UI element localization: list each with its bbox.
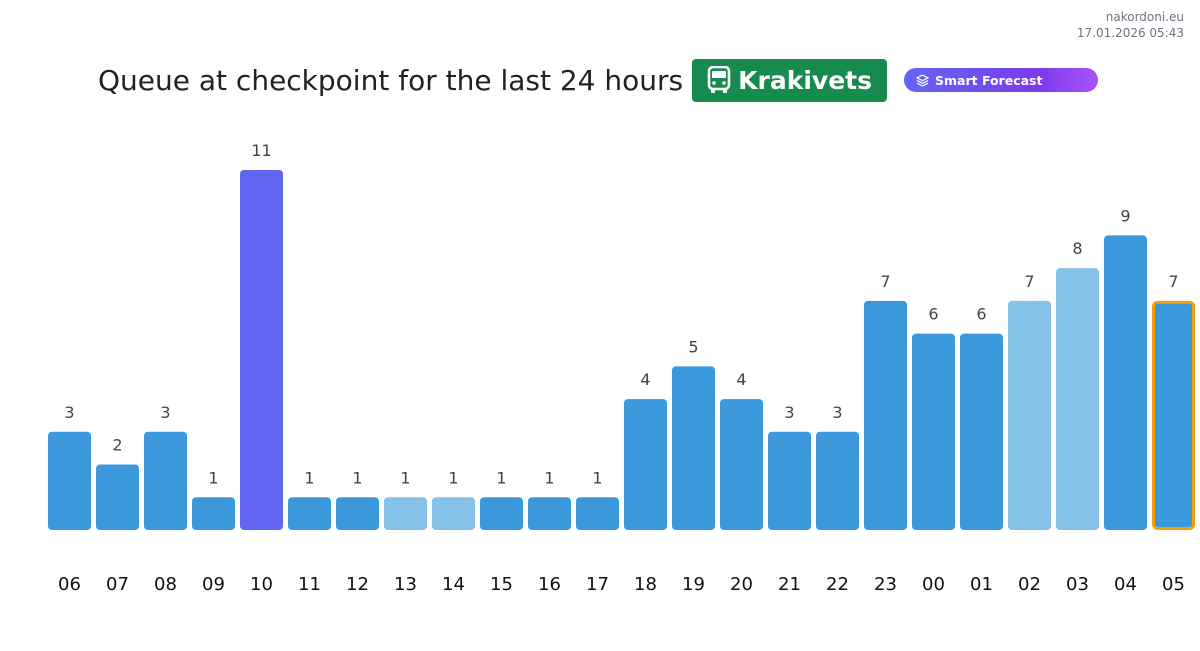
bar-12[interactable] bbox=[336, 497, 379, 530]
bar-11[interactable] bbox=[288, 497, 331, 530]
value-label: 1 bbox=[208, 468, 218, 487]
value-label: 1 bbox=[448, 468, 458, 487]
x-tick-label: 06 bbox=[58, 574, 81, 595]
value-label: 5 bbox=[688, 337, 698, 356]
x-tick-label: 16 bbox=[538, 574, 561, 595]
bar-08[interactable] bbox=[144, 431, 187, 530]
value-label: 1 bbox=[496, 468, 506, 487]
bar-20[interactable] bbox=[720, 399, 763, 530]
x-tick-label: 04 bbox=[1114, 574, 1137, 595]
bar-05[interactable] bbox=[1152, 300, 1195, 531]
value-label: 7 bbox=[1168, 272, 1178, 291]
smart-forecast-label: Smart Forecast bbox=[934, 72, 1043, 88]
value-label: 4 bbox=[640, 370, 650, 389]
value-label: 6 bbox=[928, 305, 938, 324]
x-tick-label: 12 bbox=[346, 574, 369, 595]
bar-03[interactable] bbox=[1056, 268, 1099, 530]
x-tick-label: 20 bbox=[730, 574, 753, 595]
x-tick-label: 11 bbox=[298, 574, 321, 595]
x-tick-label: 01 bbox=[970, 574, 993, 595]
x-tick-label: 17 bbox=[586, 574, 609, 595]
bar-19[interactable] bbox=[672, 366, 715, 530]
bar-21[interactable] bbox=[768, 431, 811, 530]
header: Queue at checkpoint for the last 24 hour… bbox=[98, 58, 1098, 102]
x-tick-label: 18 bbox=[634, 574, 657, 595]
x-tick-label: 19 bbox=[682, 574, 705, 595]
x-tick-label: 00 bbox=[922, 574, 945, 595]
value-label: 7 bbox=[880, 272, 890, 291]
x-tick-label: 15 bbox=[490, 574, 513, 595]
value-label: 8 bbox=[1072, 239, 1082, 258]
layers-icon bbox=[915, 73, 929, 87]
value-label: 11 bbox=[251, 141, 271, 160]
bar-22[interactable] bbox=[816, 431, 859, 530]
value-label: 7 bbox=[1024, 272, 1034, 291]
value-label: 4 bbox=[736, 370, 746, 389]
bar-10[interactable] bbox=[240, 169, 283, 530]
bar-07[interactable] bbox=[96, 464, 139, 530]
value-label: 9 bbox=[1120, 206, 1130, 225]
checkpoint-badge: Krakivets bbox=[692, 58, 887, 102]
source-site: nakordoni.eu bbox=[1105, 10, 1184, 24]
smart-forecast-button[interactable]: Smart Forecast bbox=[903, 68, 1098, 92]
bar-18[interactable] bbox=[624, 399, 667, 530]
value-label: 3 bbox=[64, 403, 74, 422]
bar-13[interactable] bbox=[384, 497, 427, 530]
bar-14[interactable] bbox=[432, 497, 475, 530]
source-info: nakordoni.eu 17.01.2026 05:43 bbox=[1077, 9, 1184, 41]
x-tick-label: 14 bbox=[442, 574, 465, 595]
bar-04[interactable] bbox=[1104, 235, 1147, 530]
x-tick-label: 03 bbox=[1066, 574, 1089, 595]
value-label: 1 bbox=[544, 468, 554, 487]
bus-icon bbox=[707, 66, 731, 93]
bar-06[interactable] bbox=[48, 431, 91, 530]
bar-01[interactable] bbox=[960, 333, 1003, 530]
x-tick-label: 10 bbox=[250, 574, 273, 595]
value-label: 1 bbox=[352, 468, 362, 487]
bar-02[interactable] bbox=[1008, 300, 1051, 530]
value-label: 2 bbox=[112, 436, 122, 455]
x-tick-label: 22 bbox=[826, 574, 849, 595]
chart-title: Queue at checkpoint for the last 24 hour… bbox=[98, 63, 684, 97]
x-tick-label: 05 bbox=[1162, 574, 1185, 595]
value-label: 1 bbox=[400, 468, 410, 487]
bar-23[interactable] bbox=[864, 300, 907, 530]
value-label: 1 bbox=[304, 468, 314, 487]
bar-16[interactable] bbox=[528, 497, 571, 530]
value-label: 1 bbox=[592, 468, 602, 487]
checkpoint-name: Krakivets bbox=[738, 65, 872, 95]
x-tick-label: 21 bbox=[778, 574, 801, 595]
value-label: 3 bbox=[832, 403, 842, 422]
bar-15[interactable] bbox=[480, 497, 523, 530]
value-label: 6 bbox=[976, 305, 986, 324]
x-tick-label: 23 bbox=[874, 574, 897, 595]
bar-00[interactable] bbox=[912, 333, 955, 530]
value-label: 3 bbox=[784, 403, 794, 422]
x-tick-label: 07 bbox=[106, 574, 129, 595]
bar-17[interactable] bbox=[576, 497, 619, 530]
x-tick-label: 08 bbox=[154, 574, 177, 595]
x-tick-label: 09 bbox=[202, 574, 225, 595]
bar-09[interactable] bbox=[192, 497, 235, 530]
x-tick-label: 02 bbox=[1018, 574, 1041, 595]
source-timestamp: 17.01.2026 05:43 bbox=[1076, 26, 1184, 40]
value-label: 3 bbox=[160, 403, 170, 422]
x-tick-label: 13 bbox=[394, 574, 417, 595]
